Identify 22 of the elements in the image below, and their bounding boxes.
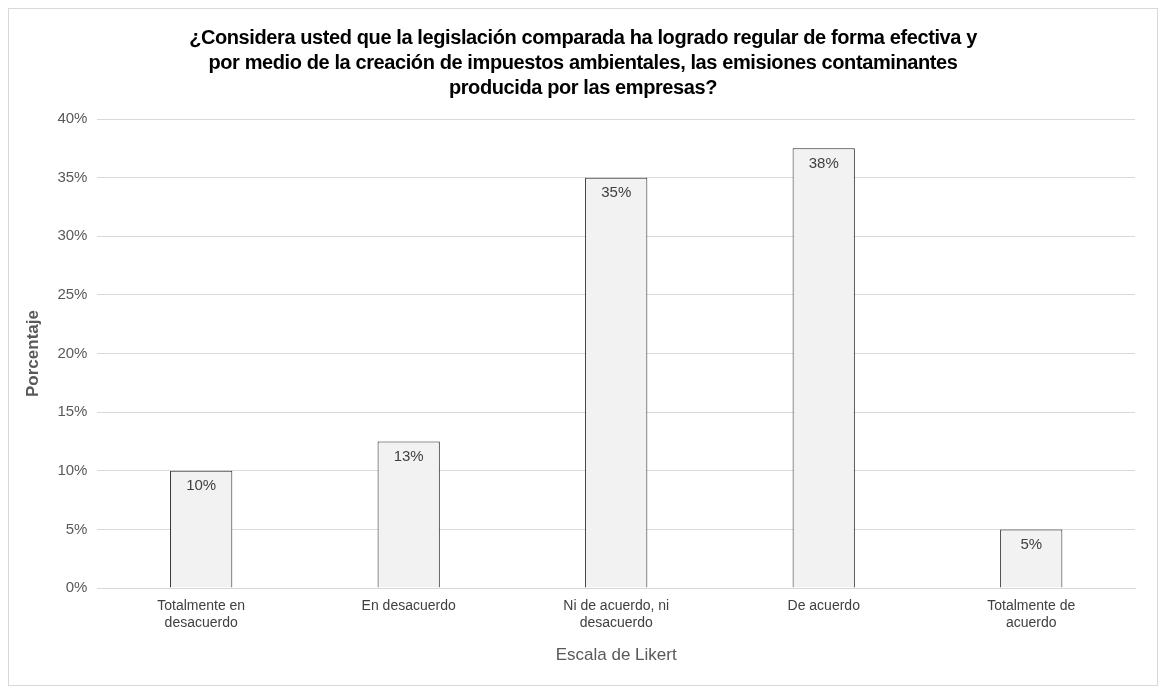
y-tick-label: 5% bbox=[65, 519, 88, 537]
x-tick-label: En desacuerdo bbox=[361, 597, 456, 614]
y-tick-label: 30% bbox=[57, 226, 88, 244]
y-tick-label: 10% bbox=[57, 460, 88, 478]
y-tick-label: 25% bbox=[57, 285, 88, 303]
y-axis-title: Porcentaje bbox=[22, 310, 42, 397]
x-tick-label: Totalmente de acuerdo bbox=[987, 597, 1076, 631]
chart-title: ¿Considera usted que la legislación comparada ha logrado regular de forma efectiva y por medio de la creación de impuestos ambientales, las emisiones contaminantes producida por las empresas? bbox=[188, 25, 978, 100]
x-tick-label: Ni de acuerdo, ni desacuerdo bbox=[563, 597, 670, 631]
data-label: 38% bbox=[808, 153, 839, 171]
x-axis-title: Escala de Likert bbox=[555, 645, 677, 665]
x-tick-label: De acuerdo bbox=[787, 597, 861, 614]
x-tick-label: Totalmente en desacuerdo bbox=[157, 597, 246, 631]
data-label: 35% bbox=[601, 183, 632, 201]
y-tick-label: 20% bbox=[57, 343, 88, 361]
data-label: 5% bbox=[1020, 535, 1043, 553]
data-label: 10% bbox=[186, 476, 217, 494]
y-tick-label: 0% bbox=[65, 578, 88, 596]
y-tick-label: 40% bbox=[57, 109, 88, 127]
y-tick-label: 35% bbox=[57, 167, 88, 185]
y-tick-label: 15% bbox=[57, 402, 88, 420]
data-label: 13% bbox=[393, 447, 424, 465]
